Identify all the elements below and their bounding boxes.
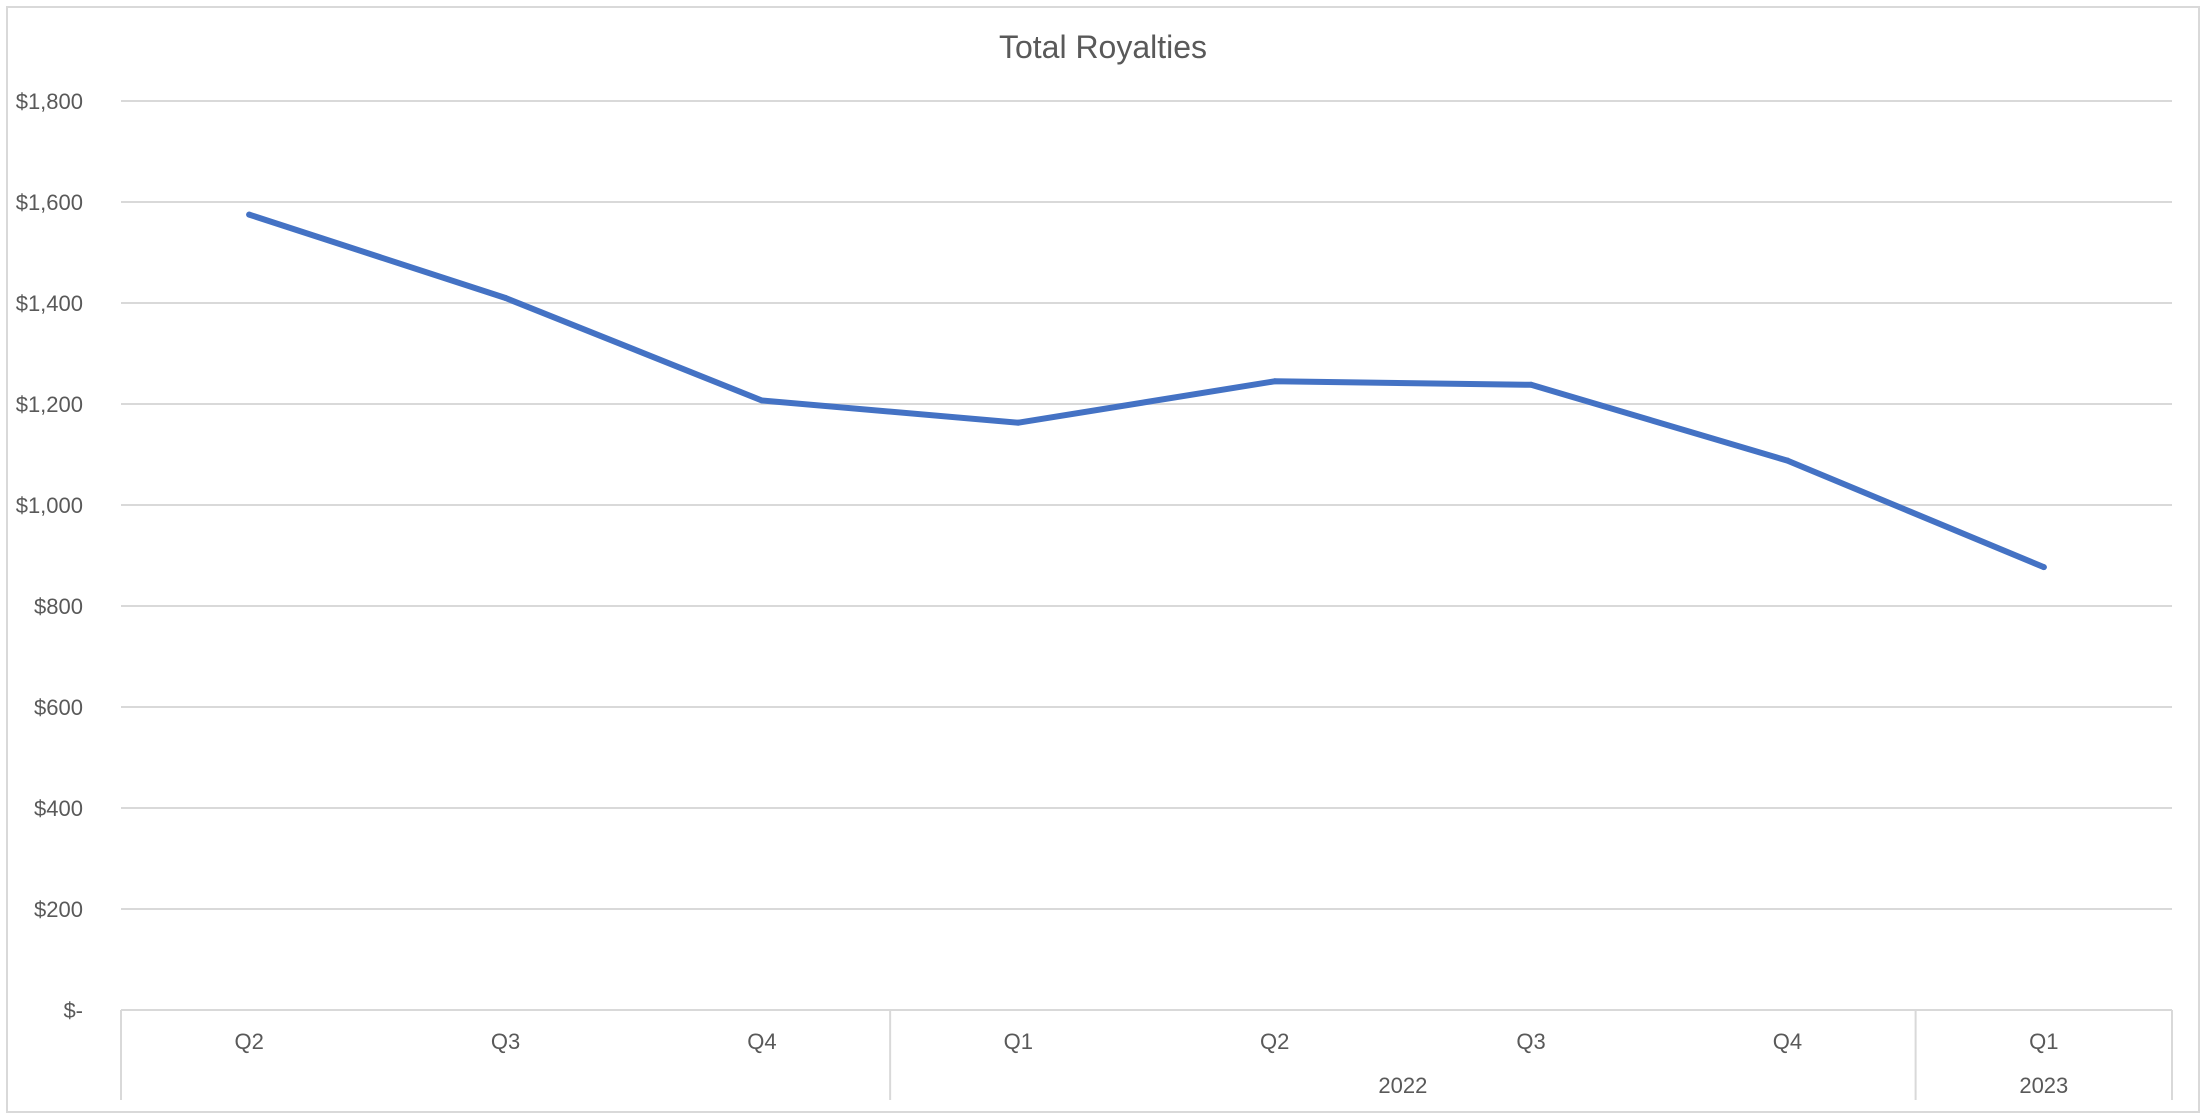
y-tick-label: $1,000 bbox=[16, 493, 83, 518]
data-point bbox=[246, 211, 253, 218]
x-tick-label: Q1 bbox=[1004, 1029, 1033, 1054]
data-point bbox=[1528, 381, 1535, 388]
chart-title: Total Royalties bbox=[999, 29, 1207, 65]
y-tick-label: $1,800 bbox=[16, 89, 83, 114]
y-tick-label: $1,200 bbox=[16, 392, 83, 417]
x-group-label: 2023 bbox=[2019, 1073, 2068, 1098]
series-layer bbox=[246, 211, 2047, 571]
y-axis-tick-labels: $- $200 $400 $600 $800 $1,000 $1,200 $1,400 $1,6… bbox=[16, 89, 83, 1023]
y-tick-label: $1,400 bbox=[16, 291, 83, 316]
series-line bbox=[246, 211, 2047, 571]
x-group-label: 2022 bbox=[1378, 1073, 1427, 1098]
x-axis: Q2 Q3 Q4 Q1 Q2 Q3 Q4 Q1 2022 2023 bbox=[120, 1009, 2173, 1100]
data-point bbox=[502, 294, 509, 301]
x-tick-label: Q3 bbox=[491, 1029, 520, 1054]
x-tick-label: Q2 bbox=[235, 1029, 264, 1054]
data-point bbox=[758, 397, 765, 404]
x-tick-label: Q1 bbox=[2029, 1029, 2058, 1054]
x-tick-label: Q3 bbox=[1516, 1029, 1545, 1054]
y-tick-label: $600 bbox=[34, 695, 83, 720]
y-tick-label: $1,600 bbox=[16, 190, 83, 215]
y-tick-label: $200 bbox=[34, 897, 83, 922]
data-point bbox=[1271, 378, 1278, 385]
x-tick-label: Q4 bbox=[1773, 1029, 1802, 1054]
chart-border bbox=[6, 6, 2200, 1113]
data-point bbox=[2040, 564, 2047, 571]
x-tick-label: Q2 bbox=[1260, 1029, 1289, 1054]
x-tick-label: Q4 bbox=[747, 1029, 776, 1054]
y-tick-label: $- bbox=[63, 998, 83, 1023]
y-tick-label: $800 bbox=[34, 594, 83, 619]
data-point bbox=[1784, 457, 1791, 464]
data-point bbox=[1015, 419, 1022, 426]
y-tick-label: $400 bbox=[34, 796, 83, 821]
